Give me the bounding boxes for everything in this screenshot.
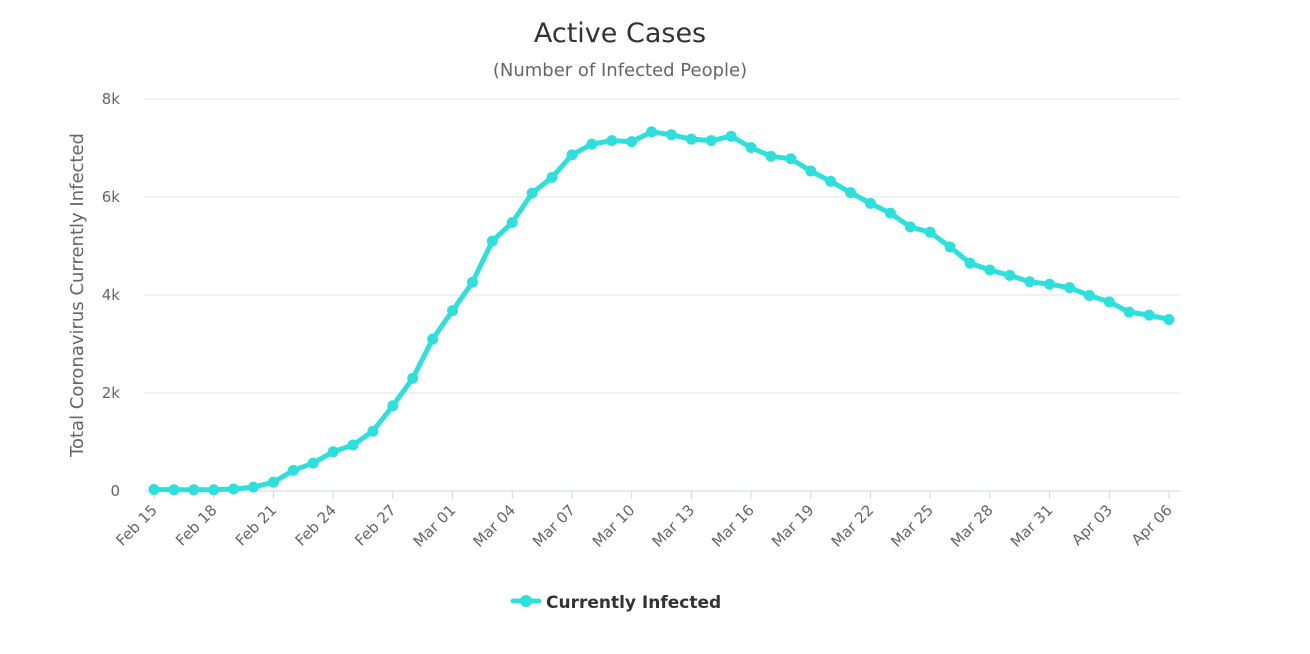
data-point[interactable]: [1123, 306, 1135, 318]
gridlines: [145, 98, 1180, 394]
data-point[interactable]: [347, 439, 359, 451]
x-tick-label: Mar 19: [768, 501, 818, 551]
chart-subtitle: (Number of Infected People): [493, 60, 747, 81]
x-tick-label: Mar 10: [589, 501, 639, 551]
x-tick-label: Mar 28: [947, 501, 997, 551]
data-point[interactable]: [267, 476, 279, 488]
data-point[interactable]: [307, 457, 319, 469]
x-tick-label: Feb 24: [292, 501, 340, 549]
x-tick-label: Feb 27: [351, 501, 399, 549]
data-point[interactable]: [1024, 276, 1036, 288]
data-point[interactable]: [466, 276, 478, 288]
data-point[interactable]: [168, 484, 180, 496]
data-point[interactable]: [1143, 309, 1155, 321]
data-point[interactable]: [1103, 296, 1115, 308]
data-point[interactable]: [248, 481, 260, 493]
data-point[interactable]: [566, 149, 578, 161]
data-point[interactable]: [904, 221, 916, 233]
data-point[interactable]: [447, 305, 459, 317]
data-point[interactable]: [685, 133, 697, 145]
data-point[interactable]: [884, 207, 896, 219]
data-point[interactable]: [228, 483, 240, 495]
data-point[interactable]: [1083, 289, 1095, 301]
y-tick-label: 2k: [102, 384, 121, 402]
data-point[interactable]: [646, 126, 658, 138]
data-point[interactable]: [1004, 269, 1016, 281]
x-tick-label: Apr 06: [1128, 501, 1176, 549]
data-point[interactable]: [1163, 314, 1175, 325]
data-point[interactable]: [506, 216, 518, 228]
x-tick-label: Feb 15: [112, 501, 160, 549]
y-tick-label: 6k: [102, 188, 121, 206]
data-point[interactable]: [984, 264, 996, 276]
y-tick-label: 0: [110, 482, 120, 500]
legend[interactable]: Currently Infected: [510, 593, 721, 613]
data-point[interactable]: [805, 165, 817, 177]
series-currently-infected[interactable]: [148, 126, 1175, 496]
x-tick-label: Mar 25: [887, 501, 937, 551]
x-tick-label: Mar 22: [828, 501, 878, 551]
data-point[interactable]: [845, 187, 857, 199]
data-point[interactable]: [327, 446, 339, 458]
data-point[interactable]: [944, 241, 956, 253]
data-point[interactable]: [367, 425, 379, 437]
x-tick-label: Feb 21: [232, 501, 280, 549]
legend-label[interactable]: Currently Infected: [546, 593, 721, 613]
x-tick-label: Mar 31: [1007, 501, 1057, 551]
data-point[interactable]: [1044, 278, 1056, 290]
x-axis-ticks: Feb 15 Feb 18 Feb 21 Feb 24 Feb 27 Mar 01 Mar …: [112, 491, 1176, 551]
data-point[interactable]: [964, 257, 976, 269]
data-point[interactable]: [765, 150, 777, 162]
x-tick-label: Mar 01: [410, 501, 460, 551]
data-point[interactable]: [486, 235, 498, 247]
data-point[interactable]: [586, 138, 598, 150]
data-point[interactable]: [924, 226, 936, 238]
data-point[interactable]: [1063, 282, 1075, 294]
data-point[interactable]: [785, 153, 797, 165]
y-axis-title: Total Coronavirus Currently Infected: [67, 133, 88, 458]
y-axis-ticks: 0 2k 4k 6k 8k: [102, 90, 121, 500]
data-point[interactable]: [626, 136, 638, 148]
x-tick-label: Apr 03: [1068, 501, 1116, 549]
x-tick-label: Mar 04: [469, 501, 519, 551]
data-point[interactable]: [725, 130, 737, 142]
x-tick-label: Mar 07: [529, 501, 579, 551]
x-tick-label: Feb 18: [172, 501, 220, 549]
x-tick-label: Mar 13: [649, 501, 699, 551]
data-point[interactable]: [407, 372, 419, 384]
data-point[interactable]: [606, 135, 618, 147]
data-point[interactable]: [526, 187, 538, 199]
data-point[interactable]: [208, 484, 220, 496]
x-tick-label: Mar 16: [708, 501, 758, 551]
chart-title: Active Cases: [534, 18, 706, 49]
y-tick-label: 4k: [102, 286, 121, 304]
data-point[interactable]: [148, 484, 160, 496]
data-point[interactable]: [287, 464, 299, 476]
data-point[interactable]: [546, 171, 558, 183]
data-point[interactable]: [387, 400, 399, 412]
data-point[interactable]: [665, 129, 677, 141]
data-point[interactable]: [188, 484, 200, 496]
legend-marker-icon: [520, 595, 532, 607]
data-point[interactable]: [745, 142, 757, 154]
data-point[interactable]: [427, 333, 439, 345]
data-point[interactable]: [864, 197, 876, 209]
data-point[interactable]: [825, 175, 837, 187]
y-tick-label: 8k: [102, 90, 121, 108]
data-point[interactable]: [705, 135, 717, 147]
series-line[interactable]: [151, 129, 1172, 493]
